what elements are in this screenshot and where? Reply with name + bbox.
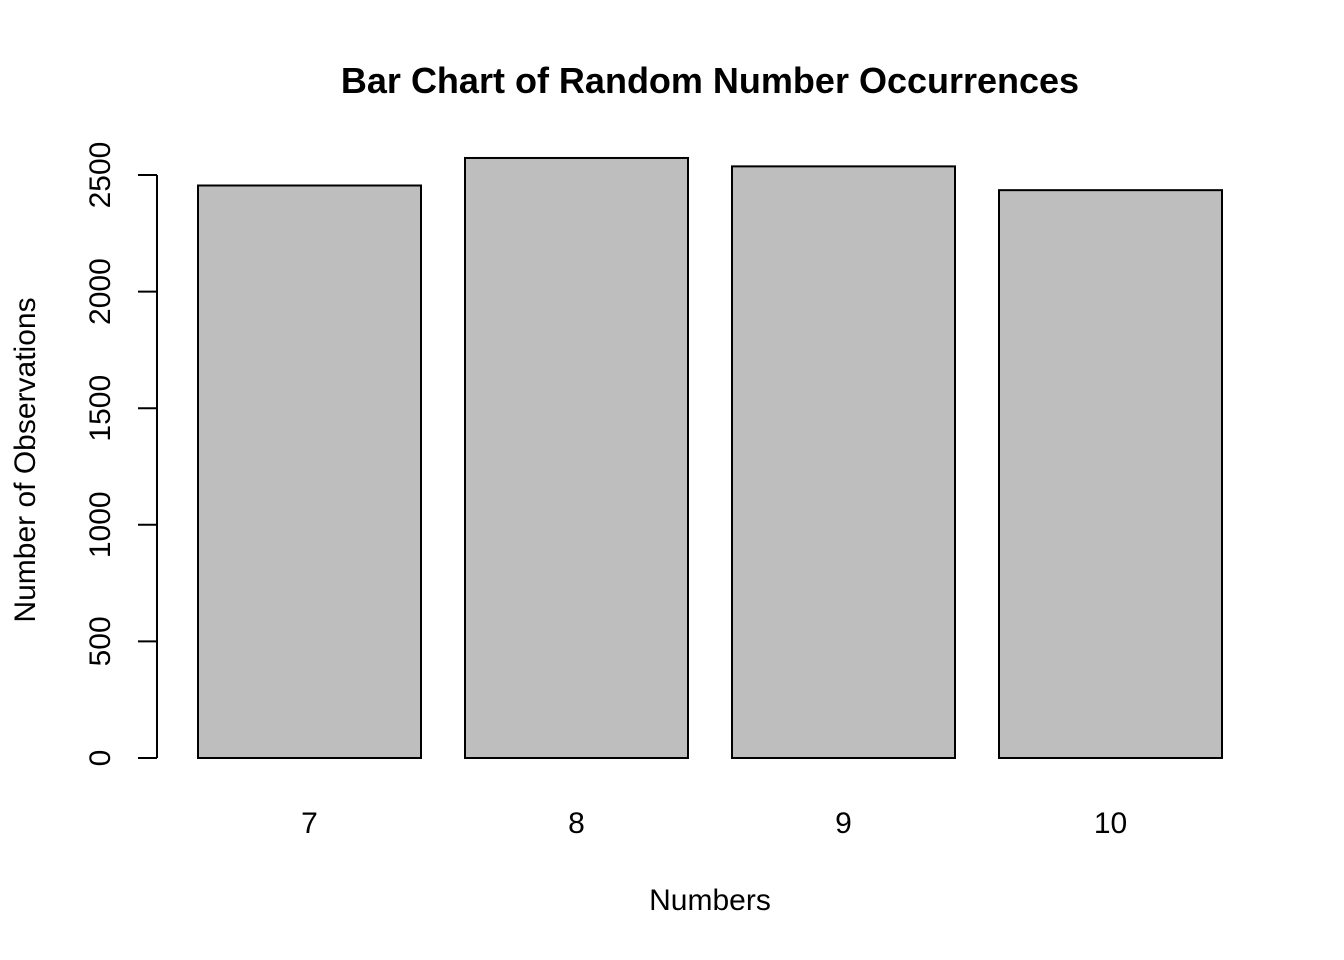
y-tick-label-2500: 2500 [84,142,117,209]
y-tick-label-0: 0 [84,750,117,767]
x-tick-label-10: 10 [1094,807,1127,840]
x-tick-label-9: 9 [835,807,852,840]
x-tick-label-7: 7 [301,807,318,840]
bar-7 [197,184,422,759]
bar-9 [731,165,956,760]
y-axis: 0 500 1000 1500 2000 2500 [84,142,158,767]
x-tick-labels: 7 8 9 10 [301,807,1127,840]
y-tick-label-2000: 2000 [84,258,117,325]
x-tick-label-8: 8 [568,807,585,840]
bar-10 [998,189,1223,759]
bars-group [197,156,1223,760]
x-axis-label: Numbers [649,884,771,917]
y-tick-label-1500: 1500 [84,375,117,442]
y-axis-label: Number of Observations [9,297,42,622]
bar-8 [464,156,689,760]
y-tick-label-1000: 1000 [84,491,117,558]
chart-title: Bar Chart of Random Number Occurrences [341,60,1079,101]
y-tick-label-500: 500 [84,616,117,666]
